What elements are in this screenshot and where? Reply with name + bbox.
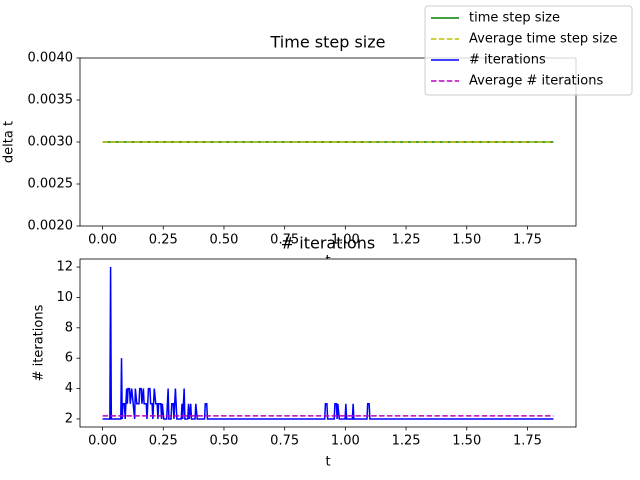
x-tick-label: 1.75: [513, 233, 542, 248]
x-tick-label: 0.25: [149, 233, 178, 248]
plot-area: [80, 259, 576, 427]
x-tick-label: 0.50: [209, 233, 238, 248]
legend-label: # iterations: [469, 53, 546, 68]
y-tick-label: 6: [65, 351, 73, 366]
x-tick-label: 1.75: [513, 434, 542, 449]
x-tick-label: 0.00: [88, 434, 117, 449]
axes-frame: [79, 258, 577, 428]
y-axis-label: # iterations: [32, 304, 47, 381]
y-axis-label: delta t: [2, 121, 17, 163]
y-tick-label: 4: [65, 381, 73, 396]
x-tick-label: 1.25: [392, 233, 421, 248]
x-tick-label: 1.50: [452, 434, 481, 449]
x-axis-label: t: [325, 455, 330, 470]
x-tick-label: 0.75: [270, 233, 299, 248]
y-tick-label: 12: [56, 260, 73, 275]
y-tick-label: 0.0030: [28, 135, 74, 150]
x-tick-label: 0.25: [149, 434, 178, 449]
x-tick-label: 1.00: [331, 233, 360, 248]
legend-label: Average time step size: [469, 32, 617, 47]
y-tick-label: 10: [56, 290, 73, 305]
legend-label: time step size: [469, 11, 560, 26]
legend-label: Average # iterations: [469, 74, 603, 89]
x-tick-label: 0.50: [209, 434, 238, 449]
y-tick-label: 2: [65, 411, 73, 426]
x-tick-label: 0.00: [88, 233, 117, 248]
chart-title: # iterations: [281, 234, 375, 253]
x-tick-label: 1.50: [452, 233, 481, 248]
x-tick-label: 1.00: [331, 434, 360, 449]
y-tick-label: 0.0020: [28, 219, 74, 234]
legend-box: [424, 5, 633, 96]
y-tick-label: 0.0035: [28, 93, 74, 108]
x-tick-label: 1.25: [392, 434, 421, 449]
chart-title: Time step size: [270, 33, 386, 52]
x-tick-label: 0.75: [270, 434, 299, 449]
y-tick-label: 8: [65, 320, 73, 335]
y-tick-label: 0.0040: [28, 51, 74, 66]
y-tick-label: 0.0025: [28, 177, 74, 192]
